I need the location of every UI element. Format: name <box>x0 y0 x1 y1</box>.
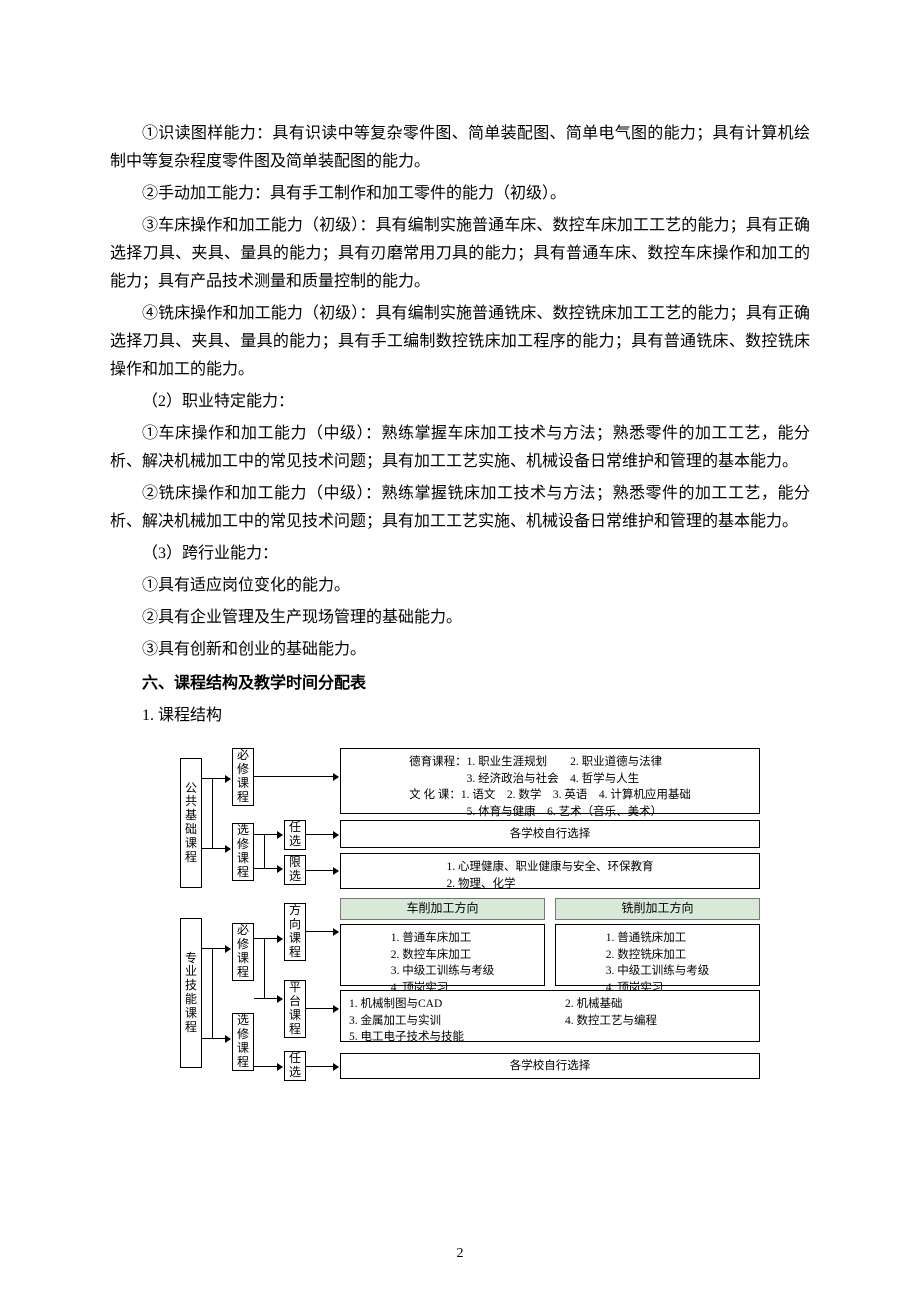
node-pingtai: 平台课程 <box>284 980 306 1038</box>
node-fangxiang: 方向课程 <box>284 903 306 961</box>
node-renxuan-1: 任选 <box>284 820 306 850</box>
node-xuanxiu-2: 选修课程 <box>232 1013 254 1071</box>
arrow <box>202 848 230 849</box>
paragraph: ①识读图样能力：具有识读中等复杂零件图、简单装配图、简单电气图的能力；具有计算机… <box>110 120 810 176</box>
node-xianxuan: 限选 <box>284 855 306 885</box>
content-platform: 1. 机械制图与CAD 3. 金属加工与实训 5. 电工电子技术与技能 2. 机… <box>340 990 760 1042</box>
content-self-select-2: 各学校自行选择 <box>340 1053 760 1079</box>
content-moral-culture: 德育课程：1. 职业生涯规划 2. 职业道德与法律 3. 经济政治与社会 4. … <box>340 748 760 814</box>
paragraph: ②手动加工能力：具有手工制作和加工零件的能力（初级）。 <box>110 180 810 208</box>
arrow <box>254 938 282 939</box>
page-number: 2 <box>0 1246 920 1262</box>
paragraph: ①具有适应岗位变化的能力。 <box>110 572 810 600</box>
arrow <box>254 776 338 777</box>
arrow <box>306 1066 338 1067</box>
document-page: ①识读图样能力：具有识读中等复杂零件图、简单装配图、简单电气图的能力；具有计算机… <box>0 0 920 1302</box>
node-bixiu-2: 必修课程 <box>232 923 254 981</box>
content-milling: 1. 普通铣床加工 2. 数控铣床加工 3. 中级工训练与考级 4. 顶岗实习 <box>555 924 760 986</box>
arrow <box>306 1008 338 1009</box>
paragraph: ②铣床操作和加工能力（中级）：熟练掌握铣床加工技术与方法；熟悉零件的加工工艺，能… <box>110 480 810 536</box>
paragraph: ④铣床操作和加工能力（初级）：具有编制实施普通铣床、数控铣床加工工艺的能力；具有… <box>110 300 810 384</box>
paragraph: ①车床操作和加工能力（中级）：熟练掌握车床加工技术与方法；熟悉零件的加工工艺，能… <box>110 420 810 476</box>
section-title-6: 六、课程结构及教学时间分配表 <box>110 670 810 698</box>
content-limited: 1. 心理健康、职业健康与安全、环保教育 2. 物理、化学 <box>340 853 760 889</box>
node-bixiu-1: 必修课程 <box>232 748 254 806</box>
arrow <box>254 1066 282 1067</box>
header-milling: 铣削加工方向 <box>555 898 760 920</box>
header-turning: 车削加工方向 <box>340 898 545 920</box>
arrow <box>254 998 282 999</box>
node-renxuan-2: 任选 <box>284 1051 306 1081</box>
arrow <box>254 868 282 869</box>
node-professional-skill: 专业技能课程 <box>180 918 202 1068</box>
platform-right: 2. 机械基础 4. 数控工艺与编程 <box>565 996 751 1046</box>
arrow <box>202 1038 230 1039</box>
paragraph: （3）跨行业能力： <box>110 540 810 568</box>
paragraph: ③车床操作和加工能力（初级）：具有编制实施普通车床、数控车床加工工艺的能力；具有… <box>110 212 810 296</box>
course-structure-diagram: 公共基础课程 专业技能课程 必修课程 选修课程 必修课程 选修课程 <box>180 748 770 1098</box>
arrow <box>202 778 230 779</box>
arrow <box>306 870 338 871</box>
node-public-basic: 公共基础课程 <box>180 758 202 888</box>
platform-left: 1. 机械制图与CAD 3. 金属加工与实训 5. 电工电子技术与技能 <box>349 996 535 1046</box>
paragraph: （2）职业特定能力： <box>110 388 810 416</box>
arrow <box>202 948 230 949</box>
arrow <box>254 834 282 835</box>
arrow <box>306 834 338 835</box>
node-xuanxiu-1: 选修课程 <box>232 823 254 881</box>
content-turning: 1. 普通车床加工 2. 数控车床加工 3. 中级工训练与考级 4. 顶岗实习 <box>340 924 545 986</box>
paragraph: ③具有创新和创业的基础能力。 <box>110 636 810 664</box>
arrow <box>306 931 338 932</box>
content-self-select-1: 各学校自行选择 <box>340 820 760 848</box>
subsection-1: 1. 课程结构 <box>110 702 810 730</box>
paragraph: ②具有企业管理及生产现场管理的基础能力。 <box>110 604 810 632</box>
